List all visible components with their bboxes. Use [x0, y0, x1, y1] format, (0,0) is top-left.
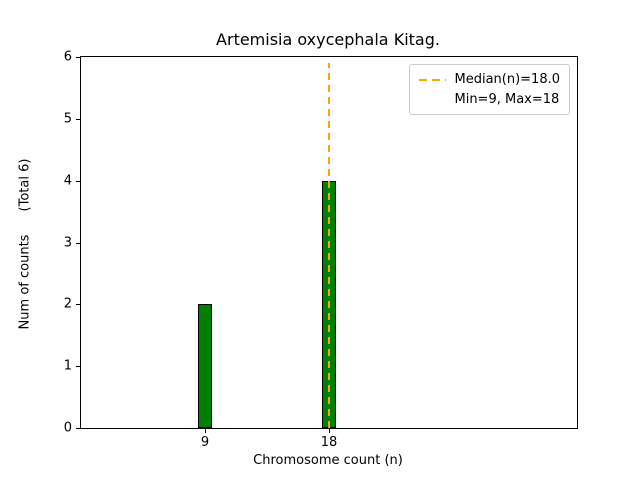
legend-minmax-label: Min=9, Max=18: [454, 92, 560, 107]
x-axis-label: Chromosome count (n): [253, 453, 403, 468]
y-tick-label-5: 5: [63, 111, 72, 127]
y-tick-mark-4: [76, 180, 80, 182]
median-line: [328, 63, 330, 428]
x-tick-mark-18: [329, 429, 330, 433]
y-tick-label-1: 1: [63, 358, 72, 374]
x-tick-mark-9: [205, 429, 206, 433]
y-tick-mark-6: [76, 57, 80, 58]
y-tick-mark-3: [76, 242, 80, 244]
y-tick-label-0: 0: [63, 420, 72, 436]
x-tick-label-18: 18: [320, 435, 338, 450]
y-tick-mark-0: [76, 428, 80, 429]
bar-n9: [198, 304, 212, 428]
y-tick-mark-1: [76, 366, 80, 368]
chart-title: Artemisia oxycephala Kitag.: [216, 30, 440, 49]
y-tick-label-6: 6: [63, 49, 72, 65]
median-dashed-line-sample: [419, 78, 447, 81]
y-tick-label-2: 2: [63, 296, 72, 312]
legend-row-minmax: Min=9, Max=18: [419, 92, 560, 107]
legend: Median(n)=18.0 Min=9, Max=18: [409, 64, 570, 115]
legend-empty-sample: [419, 99, 446, 101]
x-tick-label-9: 9: [200, 435, 210, 450]
plot-area: Median(n)=18.0 Min=9, Max=18 0 1 2 3 4 5 6 9 18: [64, 50, 578, 450]
y-tick-mark-2: [76, 304, 80, 306]
y-tick-label-4: 4: [63, 173, 72, 189]
y-axis-label: Num of counts: [17, 234, 33, 330]
y-tick-label-3: 3: [63, 235, 72, 250]
legend-row-median: Median(n)=18.0: [419, 72, 560, 87]
legend-median-label: Median(n)=18.0: [454, 72, 560, 87]
y-tick-mark-5: [76, 118, 80, 120]
y-axis-total-note: (Total 6): [17, 158, 33, 212]
